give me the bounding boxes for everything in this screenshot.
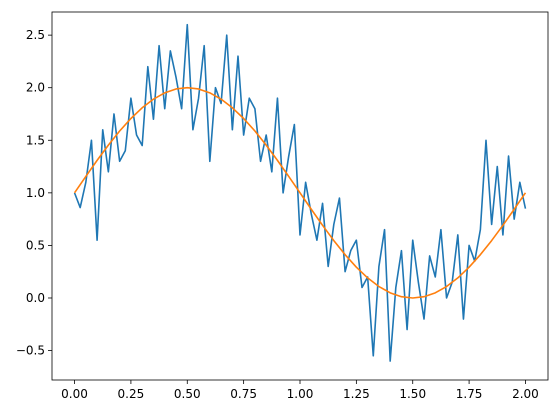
- x-tick-label: 1.00: [287, 387, 314, 401]
- x-tick-label: 0.75: [230, 387, 257, 401]
- x-axis-ticks: 0.00 0.25 0.50 0.75 1.00 1.25 1.50 1.75 2.00: [61, 380, 539, 401]
- x-tick-label: 1.50: [399, 387, 426, 401]
- series-layer: [73, 23, 527, 362]
- y-tick-label: 2.0: [26, 81, 45, 95]
- x-tick-label: 1.25: [343, 387, 370, 401]
- y-axis-ticks: −0.5 0.0 0.5 1.0 1.5 2.0 2.5: [16, 28, 52, 358]
- y-tick-label: 0.5: [26, 238, 45, 252]
- y-tick-label: −0.5: [16, 344, 45, 358]
- series-line-1: [73, 23, 527, 362]
- y-tick-label: 0.0: [26, 291, 45, 305]
- series-line-2: [73, 86, 527, 299]
- y-tick-label: 2.5: [26, 28, 45, 42]
- x-tick-label: 2.00: [512, 387, 539, 401]
- y-tick-label: 1.0: [26, 186, 45, 200]
- y-tick-label: 1.5: [26, 133, 45, 147]
- x-tick-label: 0.50: [174, 387, 201, 401]
- x-tick-label: 0.25: [118, 387, 145, 401]
- x-tick-label: 1.75: [456, 387, 483, 401]
- x-tick-label: 0.00: [61, 387, 88, 401]
- axes-frame: [51, 11, 549, 381]
